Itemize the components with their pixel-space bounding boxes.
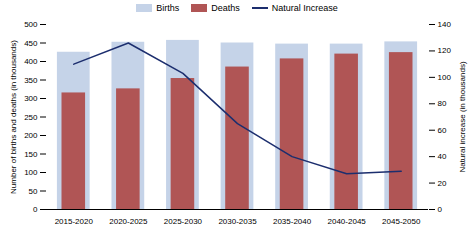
svg-text:2015-2020: 2015-2020 <box>55 217 94 226</box>
svg-text:350: 350 <box>24 76 38 85</box>
svg-text:100: 100 <box>24 168 38 177</box>
svg-text:0: 0 <box>33 205 38 214</box>
svg-text:450: 450 <box>24 39 38 48</box>
svg-text:300: 300 <box>24 94 38 103</box>
svg-text:Natural increase (in thousands: Natural increase (in thousands) <box>458 61 467 173</box>
svg-text:0: 0 <box>438 205 443 214</box>
svg-text:100: 100 <box>438 73 452 82</box>
svg-text:80: 80 <box>438 99 447 108</box>
svg-text:200: 200 <box>24 131 38 140</box>
svg-text:40: 40 <box>438 152 447 161</box>
svg-text:2045-2050: 2045-2050 <box>382 217 421 226</box>
html-text:Deaths: Deaths <box>211 3 240 13</box>
html-text:Births: Births <box>156 3 180 13</box>
html-text:Natural Increase: Natural Increase <box>271 3 338 13</box>
svg-text:150: 150 <box>24 150 38 159</box>
svg-text:50: 50 <box>29 187 38 196</box>
svg-text:500: 500 <box>24 20 38 29</box>
svg-text:400: 400 <box>24 57 38 66</box>
svg-text:2030-2035: 2030-2035 <box>218 217 257 226</box>
svg-text:120: 120 <box>438 46 452 55</box>
svg-text:2020-2025: 2020-2025 <box>109 217 148 226</box>
svg-text:140: 140 <box>438 20 452 29</box>
svg-text:Number of births and deaths (i: Number of births and deaths (in thousand… <box>9 40 18 194</box>
svg-text:2025-2030: 2025-2030 <box>164 217 203 226</box>
svg-text:2035-2040: 2035-2040 <box>273 217 312 226</box>
svg-text:20: 20 <box>438 179 447 188</box>
svg-text:2040-2045: 2040-2045 <box>328 217 367 226</box>
svg-text:250: 250 <box>24 113 38 122</box>
svg-text:60: 60 <box>438 126 447 135</box>
